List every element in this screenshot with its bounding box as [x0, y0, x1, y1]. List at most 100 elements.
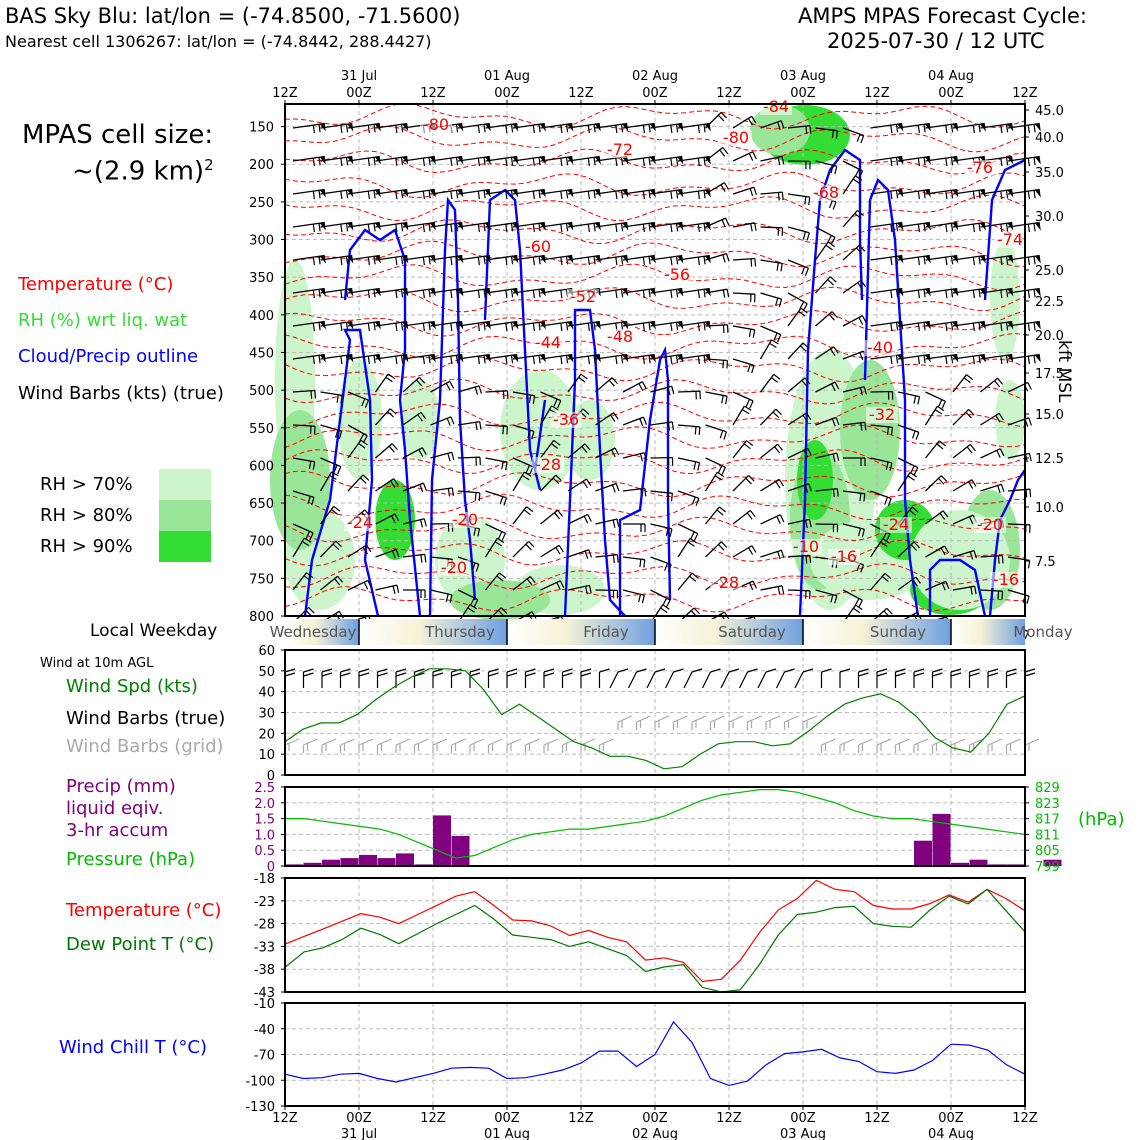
wind-barb-feather	[367, 158, 370, 167]
wind-barb-feather	[560, 356, 563, 365]
wind-barb-shaft	[732, 358, 755, 367]
wind-barb	[540, 122, 574, 134]
wind-barb	[650, 421, 674, 431]
wind-barb-feather	[565, 223, 569, 232]
wind-barb-feather	[587, 191, 590, 200]
temperature-label: -20	[452, 510, 478, 529]
wind-barb	[759, 373, 781, 393]
wind-barb-feather	[670, 290, 673, 299]
wind-barb-feather	[864, 422, 867, 431]
wind-barb-feather	[373, 289, 376, 298]
wind-barb-feather	[584, 443, 591, 451]
temperature-contour	[284, 171, 1026, 199]
wind-barb-feather	[687, 541, 695, 547]
wind-barb	[1007, 488, 1032, 498]
wind-barb-flag	[1034, 123, 1041, 132]
wind-barb-feather	[974, 586, 977, 595]
wind-barb-feather	[726, 360, 728, 369]
wind-barb-10m-shaft	[664, 671, 675, 689]
wind-barb-feather	[978, 124, 981, 133]
wind-barb	[980, 589, 1004, 600]
wind-barb	[705, 358, 728, 369]
wind-barb-10m	[876, 668, 888, 688]
wind-barb-feather	[648, 355, 651, 364]
wind-barb-feather	[966, 446, 973, 454]
wind-barb-10m-feather	[506, 668, 518, 673]
temperature-contour	[284, 103, 1026, 130]
wind-barb	[925, 545, 950, 558]
wind-barb-feather	[373, 124, 376, 133]
temperature-label: -80	[423, 115, 449, 134]
wind-barb	[540, 353, 574, 365]
wind-barb-shaft	[705, 391, 728, 397]
wind-barb-grid-shaft	[654, 715, 670, 723]
wind-barb-feather	[364, 509, 371, 517]
wind-barb-feather	[999, 448, 1005, 457]
wind-barb-feather	[588, 585, 592, 594]
temperature-contour	[284, 539, 1026, 567]
wind-barb-feather	[895, 289, 899, 298]
rh-region	[400, 380, 440, 460]
wind-barb-feather	[308, 606, 315, 614]
wind-barb	[705, 541, 728, 558]
wind-barb-feather	[1027, 382, 1032, 390]
temperature-label: -68	[813, 183, 839, 202]
bottom-date-label: 31 Jul	[341, 1127, 377, 1140]
wind-barb-feather	[395, 257, 398, 266]
wind-barb	[870, 254, 904, 266]
wind-barb-grid	[302, 738, 318, 753]
header-forecast-cycle: AMPS MPAS Forecast Cycle:	[798, 4, 1087, 28]
wind-barb	[430, 589, 453, 603]
wind-barb-grid	[635, 715, 651, 730]
wind-barb	[595, 482, 620, 493]
wind-barb-feather	[450, 257, 453, 266]
wind-barb-feather	[1000, 257, 1003, 266]
temperature-contour	[284, 424, 1026, 452]
wind-barb-10m-feather	[580, 668, 592, 673]
wind-barb-feather	[863, 493, 866, 502]
wind-barb	[897, 424, 920, 440]
bottom-hour-label: 00Z	[642, 1111, 668, 1126]
wind-barb-feather	[479, 421, 482, 430]
wind-barb-feather	[1000, 158, 1003, 167]
wind-barb	[1007, 287, 1041, 299]
wind-barb-feather	[585, 478, 592, 487]
wind-barb-shaft	[732, 545, 753, 558]
wind-barb-shaft	[732, 474, 750, 492]
wind-barb-feather	[312, 224, 315, 233]
wind-barb-feather	[917, 323, 920, 332]
wind-barb-grid	[802, 715, 818, 730]
wind-barb-feather	[450, 224, 453, 233]
wind-barb-feather	[388, 445, 395, 453]
wind-barb-feather	[978, 223, 981, 232]
wind-barb-shaft	[595, 447, 616, 459]
temperature-contour	[284, 470, 1026, 498]
wind-barb-10m-feather	[469, 668, 481, 673]
wind-barb-feather	[827, 241, 836, 248]
wind-barb-grid	[765, 715, 781, 730]
wind-barb-feather	[359, 477, 367, 484]
wind-barb-shaft	[815, 589, 837, 597]
precip-bar	[359, 854, 377, 866]
wind-barb-10m	[1024, 668, 1036, 688]
wind-barb-feather	[418, 449, 424, 457]
wind-barb-10m-feather	[414, 668, 425, 673]
panel-tick-label: -28	[254, 918, 275, 933]
wind-barb-feather	[779, 514, 785, 523]
bottom-hour-label: 12Z	[420, 1111, 446, 1126]
wind-barb-10m-shaft	[775, 671, 786, 689]
wind-barb-feather	[780, 263, 783, 272]
wind-barb-feather	[1033, 223, 1036, 232]
wind-barb-feather	[745, 399, 751, 407]
wind-barb	[319, 471, 339, 492]
wind-barb	[705, 324, 729, 334]
wind-barb-feather	[587, 356, 590, 365]
rh-region	[995, 380, 1025, 460]
wind-barb-feather	[716, 471, 725, 478]
wind-barb-grid-shaft	[617, 715, 633, 723]
panel-tick-label: -38	[254, 963, 275, 978]
wind-barb-feather	[907, 475, 915, 481]
wind-barb-shaft	[925, 391, 946, 402]
wind-barb-feather	[373, 322, 376, 331]
wind-barb-shaft	[1007, 523, 1031, 526]
